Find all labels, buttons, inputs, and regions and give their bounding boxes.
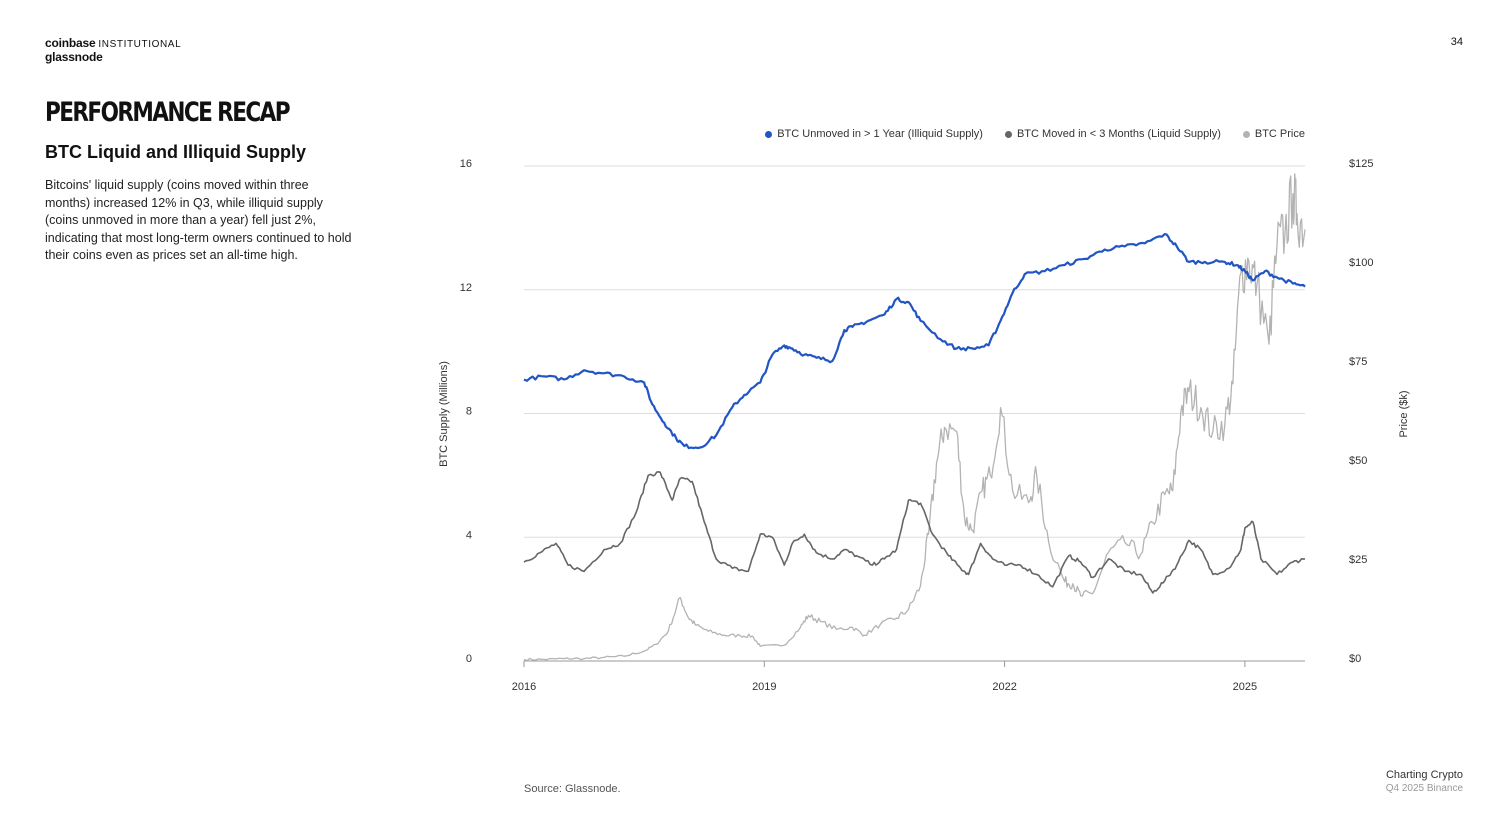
y-tick-label-left: 8 (466, 406, 472, 418)
chart-subtitle: BTC Liquid and Illiquid Supply (45, 142, 306, 162)
legend-item-illiquid: BTC Unmoved in > 1 Year (Illiquid Supply… (765, 128, 983, 140)
body-text: Bitcoins' liquid supply (coins moved wit… (45, 178, 352, 262)
page-number: 34 (1450, 36, 1463, 48)
watermark-line-1: Charting Crypto (1385, 769, 1463, 781)
x-tick-label: 2016 (512, 681, 536, 693)
legend-item-liquid: BTC Moved in < 3 Months (Liquid Supply) (1004, 128, 1221, 140)
y-tick-label-right: $75 (1349, 356, 1367, 368)
x-tick-label: 2022 (992, 681, 1016, 693)
y-tick-label-left: 12 (460, 282, 472, 294)
chart-grid (524, 165, 1305, 662)
legend-swatch-liquid (1004, 130, 1012, 138)
legend-label-illiquid: BTC Unmoved in > 1 Year (Illiquid Supply… (777, 128, 983, 140)
watermark-line-2: Q4 2025 Binance (1385, 783, 1463, 794)
series-line-illiquid-supply (523, 233, 1306, 450)
chart-axes: 0 4 8 12 16 $0 $25 $50 $75 $100 $125 2016 2019 2022 20… (460, 158, 1374, 693)
watermark: Charting Crypto Q4 2025 Binance (1386, 768, 1463, 796)
x-tick-label: 2025 (1233, 681, 1257, 693)
brand-primary: coinbase (45, 36, 96, 50)
series-line-liquid-supply (523, 470, 1306, 594)
section-title: PERFORMANCE RECAP (45, 97, 291, 128)
y-tick-label-right: $25 (1349, 554, 1367, 566)
y-tick-label-left: 16 (460, 158, 472, 170)
y-tick-label-right: $0 (1349, 653, 1361, 665)
y-axis-label-left: BTC Supply (Millions) (438, 361, 450, 467)
brand-logo: coinbase INSTITUTIONAL glassnode (45, 36, 181, 64)
legend-swatch-price (1242, 130, 1250, 138)
legend-label-liquid: BTC Moved in < 3 Months (Liquid Supply) (1016, 128, 1221, 140)
y-tick-label-left: 0 (466, 653, 472, 665)
source-note: Source: Glassnode. (524, 783, 621, 795)
x-tick-label: 2019 (752, 681, 776, 693)
chart-legend: BTC Unmoved in > 1 Year (Illiquid Supply… (765, 128, 1305, 140)
chart-series (523, 173, 1306, 662)
brand-partner: glassnode (45, 50, 103, 64)
legend-label-price: BTC Price (1254, 128, 1305, 140)
legend-item-price: BTC Price (1242, 128, 1305, 140)
y-axis-label-right: Price ($k) (1398, 390, 1410, 437)
y-tick-label-right: $125 (1349, 158, 1373, 170)
y-tick-label-right: $50 (1349, 455, 1367, 467)
y-tick-label-right: $100 (1349, 257, 1373, 269)
brand-secondary: INSTITUTIONAL (98, 39, 182, 50)
y-tick-label-left: 4 (466, 529, 472, 541)
legend-swatch-illiquid (765, 130, 773, 138)
series-line-btc-price (523, 173, 1306, 662)
